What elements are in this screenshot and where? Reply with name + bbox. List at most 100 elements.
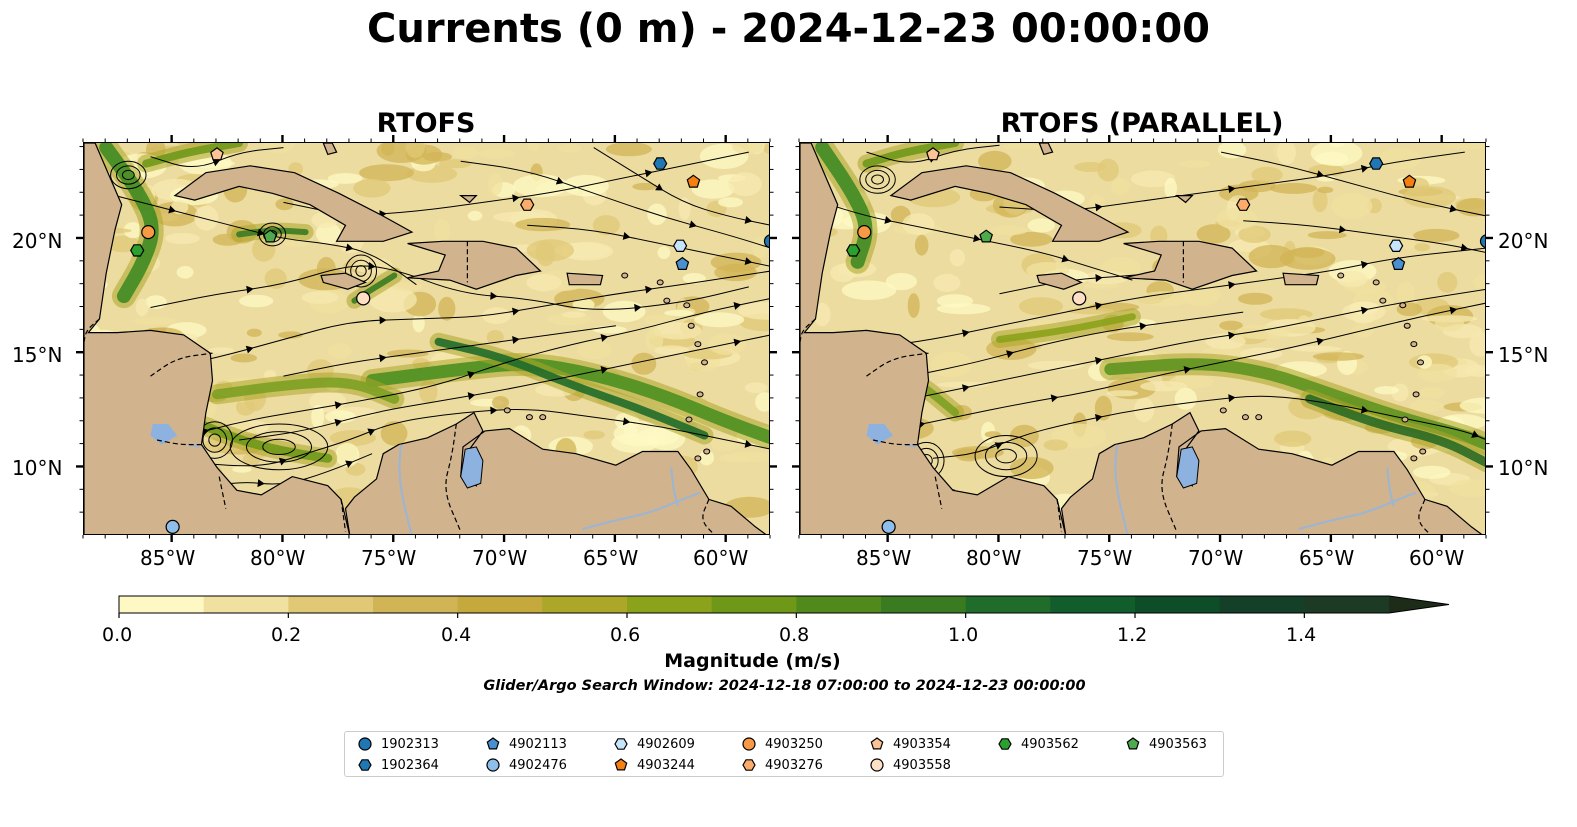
map-panel-rtofs-parallel[interactable] bbox=[799, 142, 1486, 535]
current-band bbox=[99, 143, 159, 304]
magnitude-patch bbox=[1043, 439, 1068, 451]
streamline bbox=[150, 147, 284, 167]
colorbar-bin bbox=[119, 596, 205, 613]
magnitude-patch bbox=[132, 317, 178, 325]
legend-marker-pentagon bbox=[614, 758, 628, 771]
magnitude-patch bbox=[392, 282, 423, 291]
x-tick-label: 80°W bbox=[250, 546, 306, 570]
magnitude-patch bbox=[246, 328, 262, 337]
streamline-arrow bbox=[1360, 306, 1369, 315]
colorbar-bin bbox=[288, 596, 374, 613]
colorbar-bin bbox=[796, 596, 882, 613]
map-panel-rtofs[interactable] bbox=[83, 142, 770, 535]
colorbar-bin bbox=[1135, 596, 1221, 613]
legend-marker bbox=[998, 738, 1012, 750]
legend-item: 4902113 bbox=[485, 736, 567, 752]
streamline bbox=[150, 265, 749, 310]
magnitude-patch bbox=[315, 222, 341, 245]
island bbox=[685, 416, 693, 423]
streamline-arrow bbox=[644, 169, 653, 178]
search-window-note: Glider/Argo Search Window: 2024-12-18 07… bbox=[483, 678, 1086, 694]
streamline-arrow bbox=[1360, 260, 1369, 269]
legend-label: 4903250 bbox=[765, 736, 823, 752]
landmass-centralam bbox=[800, 143, 1067, 534]
legend-item: 4902476 bbox=[485, 757, 567, 773]
eddy-streamline bbox=[208, 433, 222, 447]
country-border bbox=[1418, 499, 1431, 534]
float-marker-4903250 bbox=[141, 225, 156, 240]
magnitude-patch bbox=[1437, 271, 1458, 293]
float-marker-4902113 bbox=[675, 256, 690, 270]
x-tick-label: 85°W bbox=[140, 546, 196, 570]
magnitude-patch bbox=[275, 198, 294, 211]
legend-label: 4903562 bbox=[1021, 736, 1079, 752]
magnitude-patch bbox=[738, 302, 769, 320]
eddy-streamline bbox=[355, 265, 367, 277]
streamline-arrow bbox=[1360, 405, 1369, 414]
magnitude-patch bbox=[1413, 465, 1451, 479]
float-marker-4903244 bbox=[1402, 174, 1417, 188]
country-border bbox=[340, 499, 347, 532]
legend-marker bbox=[742, 737, 756, 751]
x-tick-label: 65°W bbox=[1299, 546, 1355, 570]
magnitude-patch bbox=[230, 353, 258, 363]
streamline-arrow bbox=[1471, 430, 1480, 438]
magnitude-patch bbox=[562, 311, 586, 318]
magnitude-patch bbox=[405, 143, 425, 158]
magnitude-patch bbox=[278, 331, 304, 339]
eddy-streamline bbox=[984, 441, 1028, 471]
float-marker-4903558 bbox=[356, 291, 371, 306]
float-legend: 1902313 1902364 4902113 4902476 4902609 … bbox=[344, 731, 1224, 777]
panel-title-rtofs: RTOFS bbox=[376, 108, 476, 139]
streamline-arrow bbox=[1183, 365, 1192, 374]
magnitude-patch bbox=[487, 173, 503, 196]
legend-item: 4903562 bbox=[997, 736, 1079, 752]
streamline-arrow bbox=[334, 401, 343, 410]
island bbox=[687, 322, 695, 329]
magnitude-patch bbox=[239, 294, 274, 308]
colorbar-bin bbox=[881, 596, 967, 613]
legend-item: 4903558 bbox=[869, 757, 951, 773]
x-tick-label: 75°W bbox=[1077, 546, 1133, 570]
magnitude-patch bbox=[1269, 182, 1318, 194]
y-tick-label: 20°N bbox=[1498, 229, 1549, 253]
float-marker-4903558 bbox=[1072, 291, 1087, 306]
landmass-hispaniola bbox=[407, 240, 542, 290]
magnitude-patch bbox=[451, 145, 479, 160]
island bbox=[703, 448, 711, 455]
float-marker-4903562 bbox=[846, 244, 861, 257]
y-tick-label: 10°N bbox=[1498, 456, 1549, 480]
island bbox=[1419, 448, 1427, 455]
streamline-arrow bbox=[1094, 302, 1103, 310]
colorbar-outline bbox=[118, 595, 1450, 614]
legend-marker bbox=[742, 759, 756, 771]
legend-marker-pentagon bbox=[1126, 737, 1140, 750]
float-marker-1902313 bbox=[1479, 234, 1485, 249]
magnitude-patch bbox=[353, 178, 391, 198]
colorbar-tick: 1.0 bbox=[948, 624, 979, 646]
magnitude-patch bbox=[1336, 270, 1368, 288]
streamline bbox=[866, 144, 1000, 163]
colorbar-bin bbox=[542, 596, 628, 613]
landmass-jamaica bbox=[1036, 272, 1083, 290]
magnitude-patch bbox=[907, 293, 920, 318]
magnitude-patch bbox=[1217, 143, 1247, 159]
streamline-arrow bbox=[884, 216, 893, 224]
magnitude-patch bbox=[1140, 381, 1188, 392]
magnitude-patch bbox=[1279, 247, 1336, 270]
streamline bbox=[932, 395, 1485, 459]
y-tick-label: 15°N bbox=[1498, 343, 1549, 367]
magnitude-patch bbox=[763, 143, 769, 154]
magnitude-patch bbox=[914, 234, 929, 256]
magnitude-patch bbox=[208, 347, 235, 354]
river bbox=[398, 444, 413, 534]
streamline-arrow bbox=[1338, 225, 1347, 234]
streamline-arrow bbox=[744, 257, 753, 266]
streamline-arrow bbox=[600, 334, 609, 342]
current-magnitude-map bbox=[800, 143, 1485, 534]
magnitude-patch bbox=[327, 173, 363, 184]
colorbar-tick: 1.2 bbox=[1117, 624, 1148, 646]
magnitude-patch bbox=[311, 404, 325, 429]
island bbox=[701, 359, 709, 366]
legend-marker-circle bbox=[358, 737, 372, 751]
